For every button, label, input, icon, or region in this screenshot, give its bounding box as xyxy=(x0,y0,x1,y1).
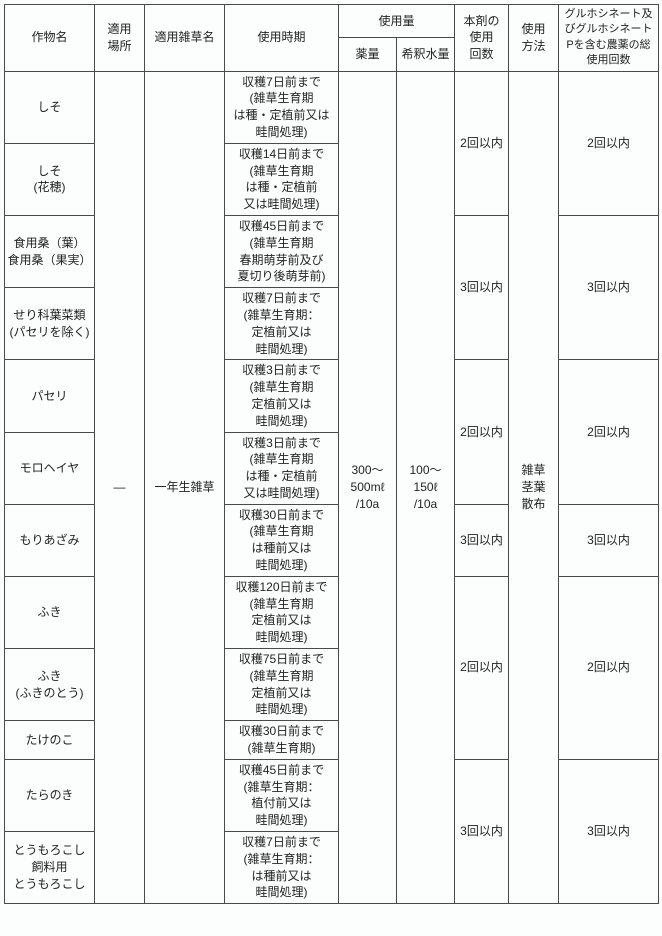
th-timing: 使用時期 xyxy=(225,5,339,72)
cell-timing: 収穫7日前まで (雑草生育期： 定植前又は 畦間処理) xyxy=(225,288,339,360)
cell-crop: もりあざみ xyxy=(5,504,95,576)
cell-timing: 収穫3日前まで (雑草生育期 定植前又は 畦間処理) xyxy=(225,360,339,432)
th-water: 希釈水量 xyxy=(397,38,455,71)
th-total: グルホシネート及びグルホシネートPを含む農薬の総使用回数 xyxy=(559,5,659,72)
cell-total: 3回以内 xyxy=(559,215,659,359)
cell-place: — xyxy=(95,71,145,904)
cell-timing: 収穫30日前まで (雑草生育期) xyxy=(225,721,339,760)
cell-count: 2回以内 xyxy=(455,360,509,504)
cell-crop: せり科葉菜類 (パセリを除く) xyxy=(5,288,95,360)
th-weed: 適用雑草名 xyxy=(145,5,225,72)
cell-timing: 収穫7日前まで (雑草生育期 は種・定植前又は 畦間処理) xyxy=(225,71,339,143)
cell-count: 3回以内 xyxy=(455,215,509,359)
cell-crop: とうもろこし 飼料用 とうもろこし xyxy=(5,832,95,904)
cell-count: 2回以内 xyxy=(455,71,509,215)
cell-timing: 収穫7日前まで (雑草生育期： は種前又は 畦間処理) xyxy=(225,832,339,904)
cell-crop: ふき xyxy=(5,576,95,648)
cell-count: 3回以内 xyxy=(455,504,509,576)
cell-crop: たらのき xyxy=(5,759,95,831)
cell-crop: ふき (ふきのとう) xyxy=(5,649,95,721)
cell-timing: 収穫45日前まで (雑草生育期： 植付前又は 畦間処理) xyxy=(225,759,339,831)
th-crop: 作物名 xyxy=(5,5,95,72)
cell-total: 3回以内 xyxy=(559,759,659,903)
cell-count: 2回以内 xyxy=(455,576,509,759)
cell-crop: 食用桑（葉） 食用桑（果実） xyxy=(5,215,95,287)
th-method: 使用 方法 xyxy=(509,5,559,72)
cell-total: 2回以内 xyxy=(559,576,659,759)
th-amount: 使用量 xyxy=(339,5,455,38)
cell-crop: しそ xyxy=(5,71,95,143)
cell-dose: 300～ 500mℓ /10a xyxy=(339,71,397,904)
th-dose: 薬量 xyxy=(339,38,397,71)
cell-count: 3回以内 xyxy=(455,759,509,903)
cell-crop: パセリ xyxy=(5,360,95,432)
cell-total: 2回以内 xyxy=(559,71,659,215)
th-count: 本剤の 使用 回数 xyxy=(455,5,509,72)
cell-crop: たけのこ xyxy=(5,721,95,760)
cell-crop: モロヘイヤ xyxy=(5,432,95,504)
th-place: 適用 場所 xyxy=(95,5,145,72)
cell-timing: 収穫75日前まで (雑草生育期 定植前又は 畦間処理) xyxy=(225,649,339,721)
herbicide-table: 作物名 適用 場所 適用雑草名 使用時期 使用量 本剤の 使用 回数 使用 方法… xyxy=(4,4,659,904)
cell-weed: 一年生雑草 xyxy=(145,71,225,904)
table-row: しそ—一年生雑草収穫7日前まで (雑草生育期 は種・定植前又は 畦間処理)300… xyxy=(5,71,659,143)
cell-total: 3回以内 xyxy=(559,504,659,576)
cell-crop: しそ (花穂) xyxy=(5,143,95,215)
cell-timing: 収穫14日前まで (雑草生育期 は種・定植前 又は畦間処理) xyxy=(225,143,339,215)
cell-timing: 収穫30日前まで (雑草生育期 は種前又は 畦間処理) xyxy=(225,504,339,576)
cell-total: 2回以内 xyxy=(559,360,659,504)
cell-timing: 収穫3日前まで (雑草生育期 は種・定植前 又は畦間処理) xyxy=(225,432,339,504)
cell-water: 100～ 150ℓ /10a xyxy=(397,71,455,904)
cell-timing: 収穫45日前まで (雑草生育期 春期萌芽前及び 夏切り後萌芽前) xyxy=(225,215,339,287)
cell-method: 雑草 茎葉 散布 xyxy=(509,71,559,904)
cell-timing: 収穫120日前まで (雑草生育期 定植前又は 畦間処理) xyxy=(225,576,339,648)
